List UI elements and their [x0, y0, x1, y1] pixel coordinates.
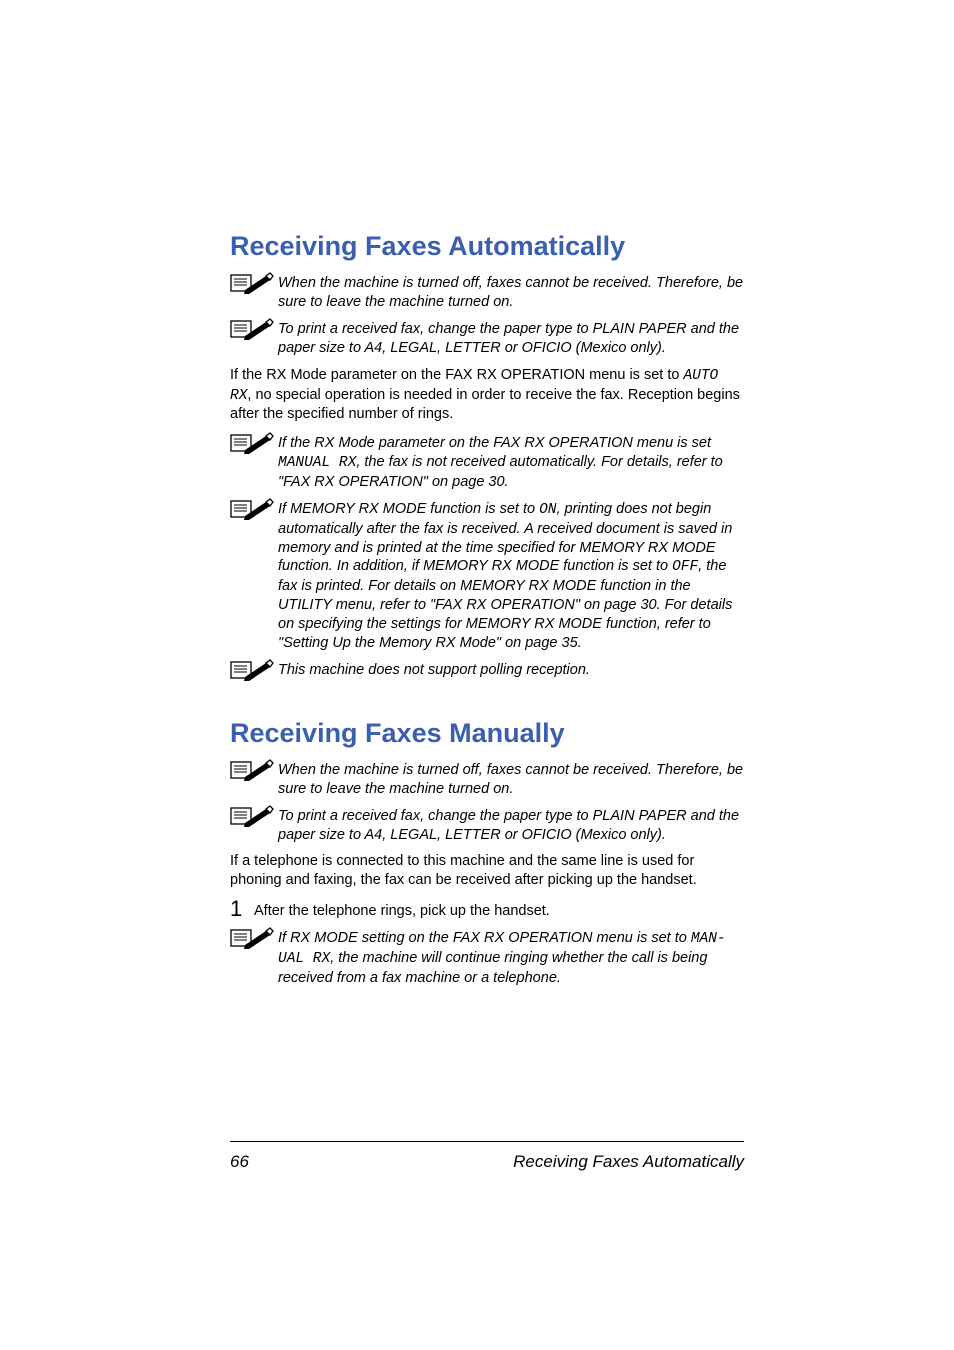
note-block: When the machine is turned off, faxes ca… — [230, 272, 744, 312]
note-text: If RX MODE setting on the FAX RX OPERATI… — [278, 927, 744, 988]
note-pencil-icon — [230, 659, 278, 681]
note-text: To print a received fax, change the pape… — [278, 318, 744, 358]
note-text: When the machine is turned off, faxes ca… — [278, 272, 744, 312]
note-pencil-icon — [230, 759, 278, 781]
page-footer: 66 Receiving Faxes Automatically — [230, 1152, 744, 1172]
note-text: This machine does not support polling re… — [278, 659, 590, 680]
note-pencil-icon — [230, 432, 278, 454]
note-text-part: , the machine will continue ringing whet… — [278, 950, 707, 986]
note-pencil-icon — [230, 272, 278, 294]
step-text: After the telephone rings, pick up the h… — [254, 898, 550, 921]
note-text: If MEMORY RX MODE function is set to ON,… — [278, 498, 744, 653]
note-block: If the RX Mode parameter on the FAX RX O… — [230, 432, 744, 492]
body-paragraph: If a telephone is connected to this mach… — [230, 852, 744, 890]
note-block: When the machine is turned off, faxes ca… — [230, 759, 744, 799]
mono-text: OFF — [672, 559, 698, 575]
note-pencil-icon — [230, 498, 278, 520]
section-spacer — [230, 687, 744, 717]
note-text-part: If RX MODE setting on the FAX RX OPERATI… — [278, 930, 691, 946]
note-pencil-icon — [230, 805, 278, 827]
body-text-part: , no special operation is needed in orde… — [230, 387, 740, 423]
page-number: 66 — [230, 1152, 249, 1172]
document-page: Receiving Faxes Automatically When the m… — [0, 0, 954, 1350]
note-block: To print a received fax, change the pape… — [230, 805, 744, 845]
mono-text: ON — [539, 502, 556, 518]
note-text-part: If the RX Mode parameter on the FAX RX O… — [278, 435, 711, 451]
note-pencil-icon — [230, 927, 278, 949]
note-block: This machine does not support polling re… — [230, 659, 744, 681]
note-block: To print a received fax, change the pape… — [230, 318, 744, 358]
footer-title: Receiving Faxes Automatically — [513, 1152, 744, 1172]
heading-receiving-manual: Receiving Faxes Manually — [230, 717, 744, 749]
note-block: If MEMORY RX MODE function is set to ON,… — [230, 498, 744, 653]
note-pencil-icon — [230, 318, 278, 340]
heading-receiving-auto: Receiving Faxes Automatically — [230, 230, 744, 262]
footer-rule — [230, 1141, 744, 1142]
step-item: 1 After the telephone rings, pick up the… — [230, 898, 744, 921]
note-text: If the RX Mode parameter on the FAX RX O… — [278, 432, 744, 492]
body-text-part: If the RX Mode parameter on the FAX RX O… — [230, 367, 683, 383]
note-text-part: If MEMORY RX MODE function is set to — [278, 501, 539, 517]
note-text: To print a received fax, change the pape… — [278, 805, 744, 845]
body-paragraph: If the RX Mode parameter on the FAX RX O… — [230, 366, 744, 425]
step-number: 1 — [230, 898, 254, 920]
mono-text: MANUAL RX — [278, 455, 356, 471]
note-text: When the machine is turned off, faxes ca… — [278, 759, 744, 799]
note-block: If RX MODE setting on the FAX RX OPERATI… — [230, 927, 744, 988]
